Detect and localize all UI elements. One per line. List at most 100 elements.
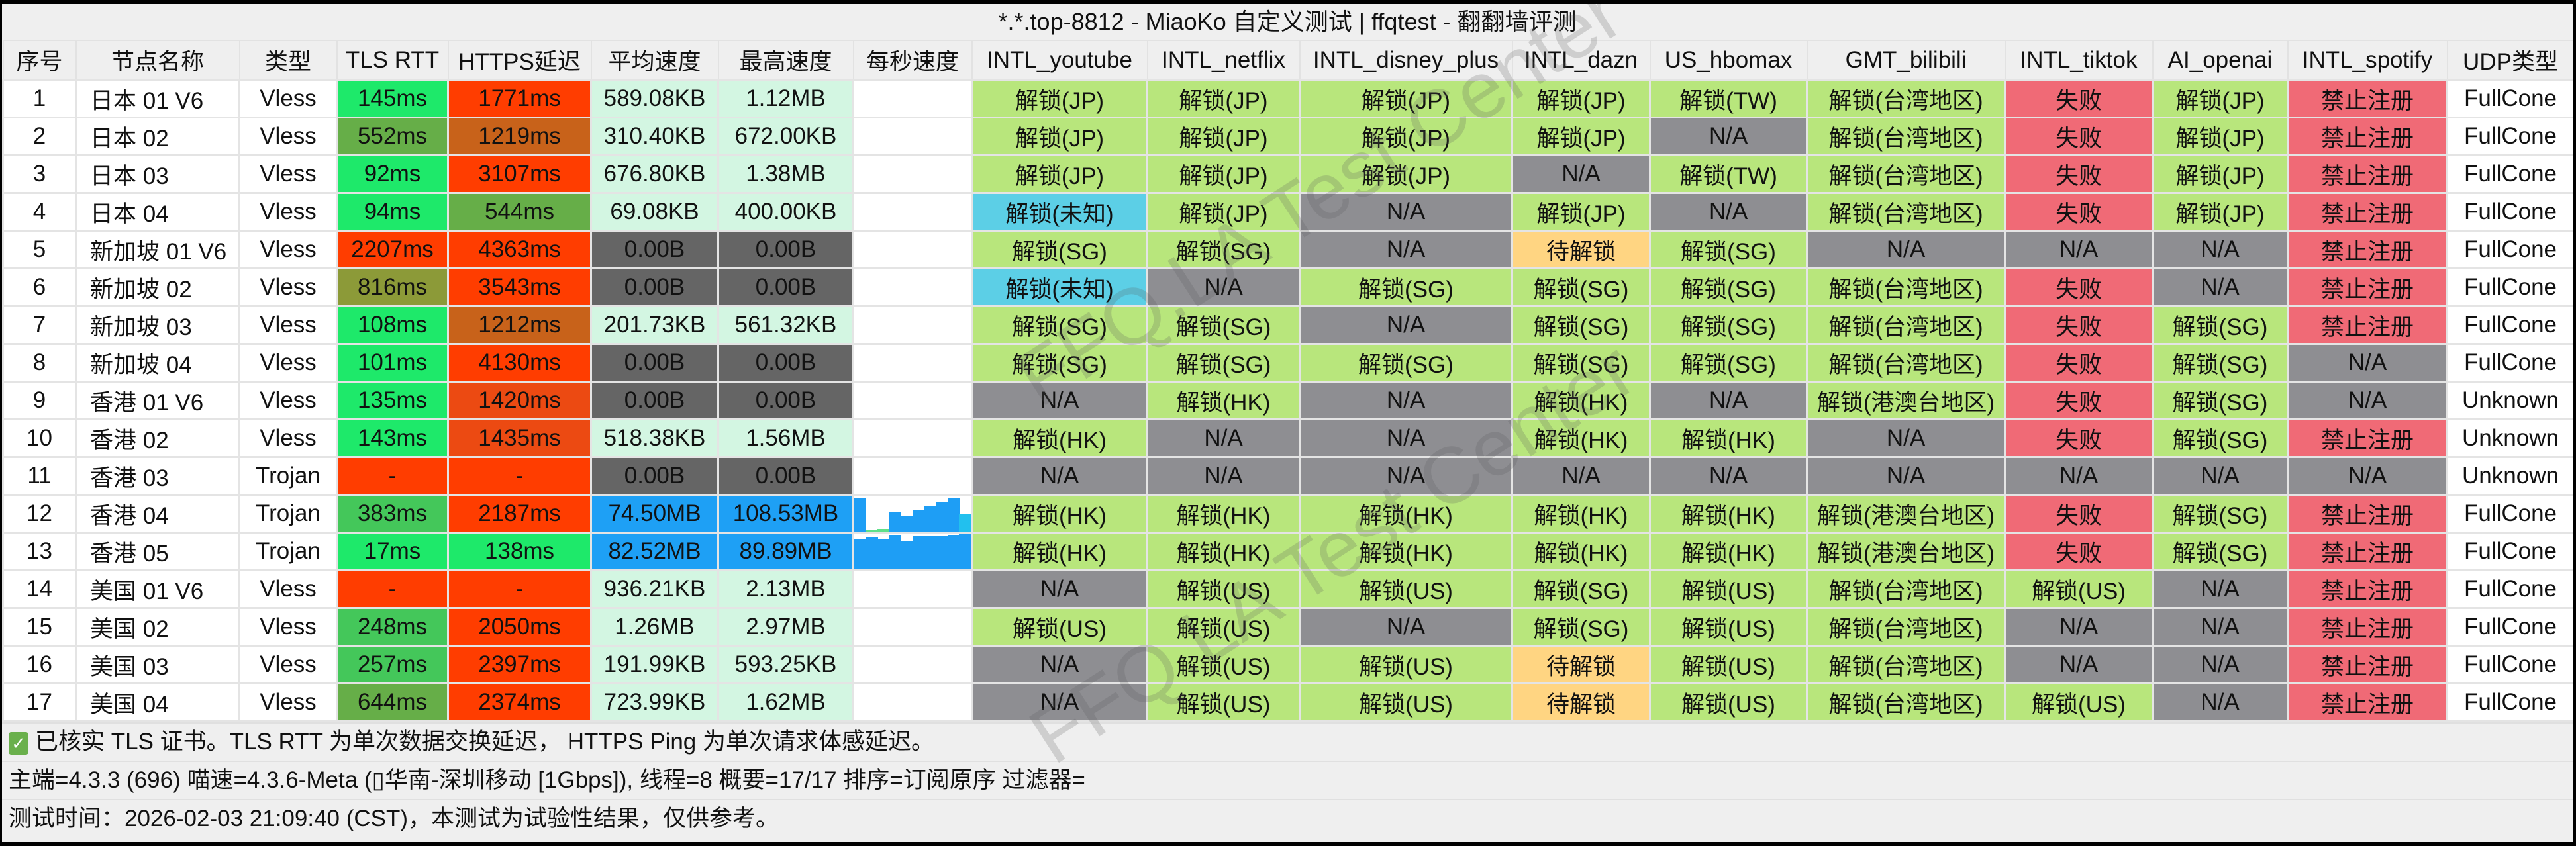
cell-intl-tiktok: N/A — [2004, 230, 2154, 269]
cell-ai-openai: 解锁(SG) — [2152, 381, 2289, 420]
speed-bar — [866, 529, 879, 531]
cell-intl-disney-plus: N/A — [1299, 381, 1513, 420]
cell-gmt-bilibili: 解锁(港澳台地区) — [1806, 381, 2006, 420]
cell-node-name: 美国 03 — [75, 645, 240, 684]
cell-avg-speed: 676.80KB — [590, 154, 719, 194]
cell-intl-dazn: 解锁(HK) — [1511, 532, 1651, 571]
cell-tls-rtt: 2207ms — [336, 230, 449, 269]
table-row[interactable]: 6 新加坡 02 Vless 816ms 3543ms 0.00B 0.00B 解锁(未知) N… — [2, 267, 2573, 307]
column-header-avg-speed[interactable]: 平均速度 — [590, 40, 719, 81]
cell-per-second-speed — [852, 343, 973, 383]
table-row[interactable]: 2 日本 02 Vless 552ms 1219ms 310.40KB 672.00KB 解锁… — [2, 117, 2573, 156]
cell-intl-spotify: 禁止注册 — [2287, 305, 2448, 345]
column-header-index[interactable]: 序号 — [2, 40, 77, 81]
cell-max-speed: 0.00B — [717, 343, 854, 383]
table-row[interactable]: 7 新加坡 03 Vless 108ms 1212ms 201.73KB 561.32KB 解… — [2, 305, 2573, 345]
cell-per-second-speed — [852, 230, 973, 269]
cell-avg-speed: 0.00B — [590, 381, 719, 420]
cell-intl-tiktok: 失败 — [2004, 418, 2154, 458]
table-row[interactable]: 11 香港 03 Trojan - -0.00B 0.00B N/A N/A N/A N/A N/A… — [2, 456, 2573, 496]
table-row[interactable]: 17 美国 04 Vless 644ms 2374ms 723.99KB 1.62MB N/A… — [2, 682, 2573, 722]
table-row[interactable]: 5 新加坡 01 V6 Vless 2207ms 4363ms 0.00B 0.00B 解锁(… — [2, 230, 2573, 269]
cell-per-second-speed — [852, 381, 973, 420]
cell-intl-youtube: 解锁(JP) — [971, 117, 1148, 156]
table-row[interactable]: 14 美国 01 V6 Vless - -936.21KB 2.13MB N/A 解锁(US)… — [2, 569, 2573, 609]
cell-per-second-speed — [852, 456, 973, 496]
cell-intl-disney-plus: 解锁(JP) — [1299, 117, 1513, 156]
cell-per-second-speed — [852, 117, 973, 156]
column-header-intl-netflix[interactable]: INTL_netflix — [1146, 40, 1301, 81]
speed-bar — [877, 538, 890, 569]
results-table: 序号 节点名称 类型 TLS RTT HTTPS延迟 平均速度 最高速度 每秒速度 INTL_y… — [2, 40, 2573, 722]
table-row[interactable]: 16 美国 03 Vless 257ms 2397ms 191.99KB 593.25KB N… — [2, 645, 2573, 684]
column-header-intl-dazn[interactable]: INTL_dazn — [1511, 40, 1651, 81]
checkbox-checked-icon: ✓ — [9, 731, 28, 755]
cell-intl-spotify: N/A — [2287, 381, 2448, 420]
column-header-intl-spotify[interactable]: INTL_spotify — [2287, 40, 2448, 81]
cell-tls-rtt: 383ms — [336, 494, 449, 534]
table-row[interactable]: 13 香港 05 Trojan 17ms 138ms 82.52MB 89.89MB 解锁(H… — [2, 532, 2573, 571]
speed-bar — [936, 535, 948, 569]
column-header-type[interactable]: 类型 — [238, 40, 338, 81]
cell-intl-netflix: 解锁(SG) — [1146, 230, 1301, 269]
cell-https-latency: 1435ms — [447, 418, 592, 458]
cell-gmt-bilibili: 解锁(港澳台地区) — [1806, 532, 2006, 571]
cell-intl-dazn: 解锁(SG) — [1511, 607, 1651, 647]
column-header-max-speed[interactable]: 最高速度 — [717, 40, 854, 81]
table-row[interactable]: 12 香港 04 Trojan 383ms 2187ms 74.50MB 108.53MB 解… — [2, 494, 2573, 534]
cell-intl-disney-plus: N/A — [1299, 418, 1513, 458]
cell-intl-netflix: 解锁(JP) — [1146, 154, 1301, 194]
cell-tls-rtt: - — [336, 569, 449, 609]
cell-udp-type: FullCone — [2446, 682, 2573, 722]
table-row[interactable]: 9 香港 01 V6 Vless 135ms 1420ms 0.00B 0.00B N/A 解锁… — [2, 381, 2573, 420]
column-header-intl-disney-plus[interactable]: INTL_disney_plus — [1299, 40, 1513, 81]
cell-intl-dazn: 解锁(JP) — [1511, 117, 1651, 156]
cell-intl-spotify: 禁止注册 — [2287, 117, 2448, 156]
cell-intl-youtube: 解锁(未知) — [971, 192, 1148, 232]
cell-type: Vless — [238, 607, 338, 647]
cell-tls-rtt: 552ms — [336, 117, 449, 156]
table-row[interactable]: 4 日本 04 Vless 94ms 544ms 69.08KB 400.00KB 解锁(未知… — [2, 192, 2573, 232]
cell-type: Vless — [238, 645, 338, 684]
column-header-gmt-bilibili[interactable]: GMT_bilibili — [1806, 40, 2006, 81]
cell-ai-openai: N/A — [2152, 456, 2289, 496]
column-header-intl-tiktok[interactable]: INTL_tiktok — [2004, 40, 2154, 81]
column-header-intl-youtube[interactable]: INTL_youtube — [971, 40, 1148, 81]
cell-https-latency: 2374ms — [447, 682, 592, 722]
table-row[interactable]: 1 日本 01 V6 Vless 145ms 1771ms 589.08KB 1.12MB 解… — [2, 79, 2573, 118]
table-header: 序号 节点名称 类型 TLS RTT HTTPS延迟 平均速度 最高速度 每秒速度 INTL_y… — [2, 40, 2573, 81]
cell-index: 12 — [2, 494, 77, 534]
cell-intl-spotify: 禁止注册 — [2287, 192, 2448, 232]
cell-node-name: 日本 04 — [75, 192, 240, 232]
cell-intl-spotify: 禁止注册 — [2287, 154, 2448, 194]
speed-bar — [901, 541, 913, 569]
cell-index: 9 — [2, 381, 77, 420]
cell-index: 5 — [2, 230, 77, 269]
table-row[interactable]: 15 美国 02 Vless 248ms 2050ms 1.26MB 2.97MB 解锁(US… — [2, 607, 2573, 647]
cell-node-name: 日本 01 V6 — [75, 79, 240, 118]
cell-node-name: 新加坡 04 — [75, 343, 240, 383]
column-header-us-hbomax[interactable]: US_hbomax — [1649, 40, 1808, 81]
cell-intl-disney-plus: 解锁(JP) — [1299, 79, 1513, 118]
cell-us-hbomax: 解锁(SG) — [1649, 267, 1808, 307]
cell-per-second-speed — [852, 569, 973, 609]
cell-avg-speed: 201.73KB — [590, 305, 719, 345]
cell-type: Vless — [238, 79, 338, 118]
cell-intl-disney-plus: 解锁(JP) — [1299, 154, 1513, 194]
cell-max-speed: 108.53MB — [717, 494, 854, 534]
table-row[interactable]: 10 香港 02 Vless 143ms 1435ms 518.38KB 1.56MB 解锁(… — [2, 418, 2573, 458]
cell-intl-dazn: 解锁(HK) — [1511, 381, 1651, 420]
cell-gmt-bilibili: 解锁(台湾地区) — [1806, 79, 2006, 118]
table-row[interactable]: 3 日本 03 Vless 92ms 3107ms 676.80KB 1.38MB 解锁(JP… — [2, 154, 2573, 194]
cell-intl-youtube: 解锁(HK) — [971, 418, 1148, 458]
cell-intl-spotify: 禁止注册 — [2287, 267, 2448, 307]
table-row[interactable]: 8 新加坡 04 Vless 101ms 4130ms 0.00B 0.00B 解锁(SG) 解… — [2, 343, 2573, 383]
column-header-ai-openai[interactable]: AI_openai — [2152, 40, 2289, 81]
column-header-per-second-speed[interactable]: 每秒速度 — [852, 40, 973, 81]
cell-intl-youtube: N/A — [971, 381, 1148, 420]
column-header-tls-rtt[interactable]: TLS RTT — [336, 40, 449, 81]
column-header-https-latency[interactable]: HTTPS延迟 — [447, 40, 592, 81]
column-header-node-name[interactable]: 节点名称 — [75, 40, 240, 81]
column-header-udp-type[interactable]: UDP类型 — [2446, 40, 2573, 81]
cell-intl-netflix: N/A — [1146, 418, 1301, 458]
